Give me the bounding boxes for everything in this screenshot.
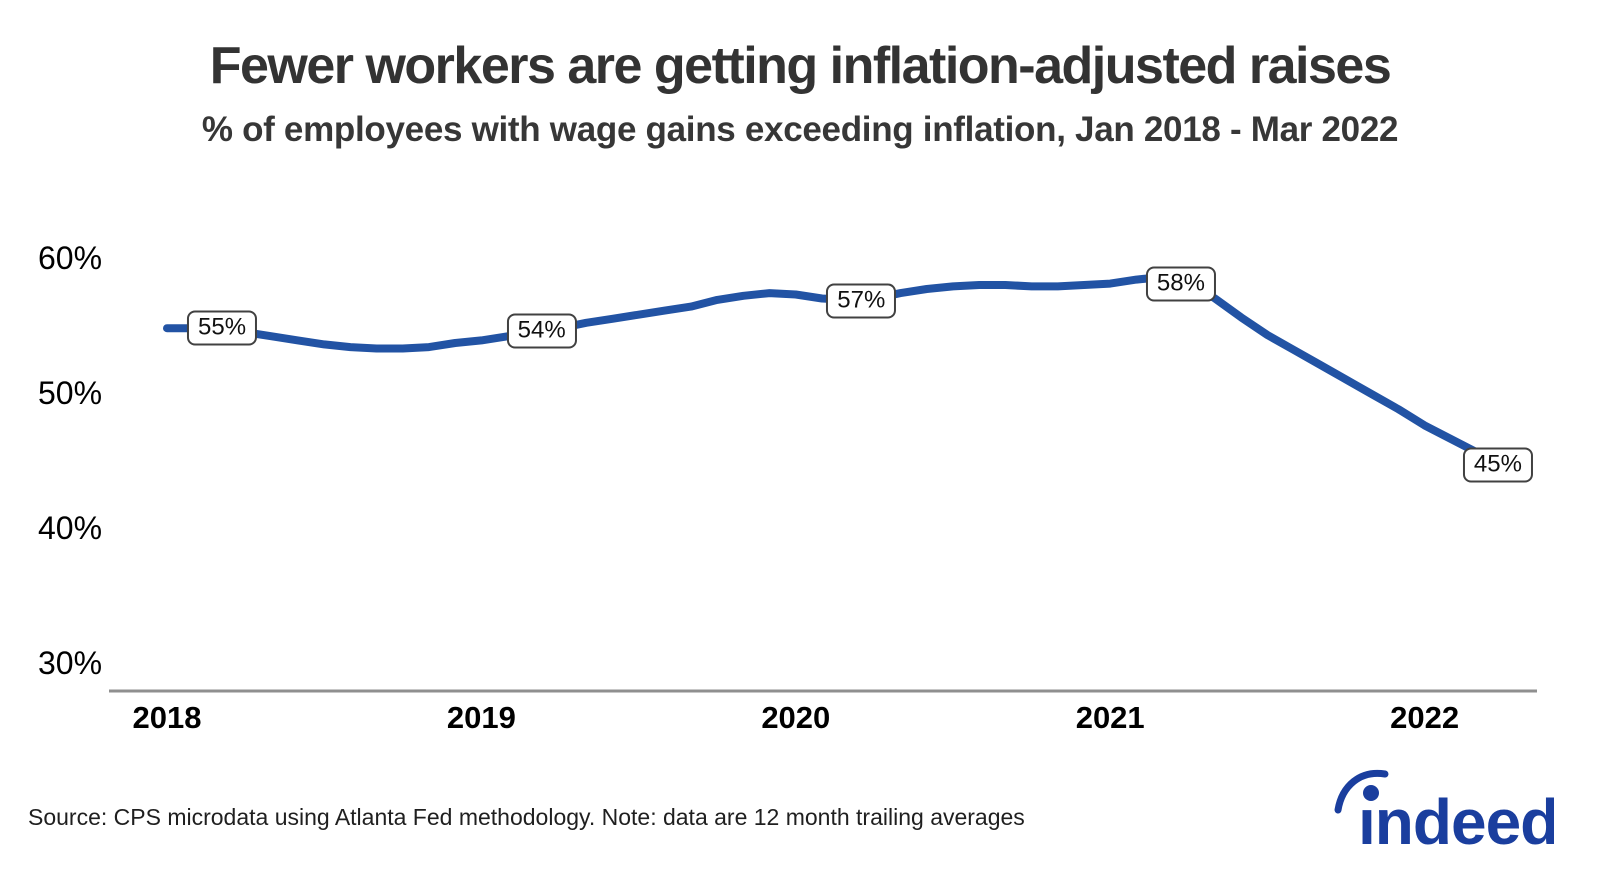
indeed-logo: ındeed [1334, 769, 1554, 856]
indeed-logo-text: ındeed [1358, 786, 1554, 856]
y-tick-60%: 60% [38, 240, 103, 276]
x-tick-2021: 2021 [1075, 700, 1145, 735]
y-tick-50%: 50% [38, 375, 103, 411]
chart-subtitle: % of employees with wage gains exceeding… [201, 110, 1399, 149]
indeed-logo-arc-icon [1334, 769, 1389, 814]
data-label-58%: 58% [1145, 266, 1216, 302]
x-tick-2022: 2022 [1390, 700, 1460, 735]
data-label-57%: 57% [826, 283, 897, 319]
y-tick-30%: 30% [38, 645, 103, 681]
x-tick-2020: 2020 [761, 700, 831, 735]
x-tick-2019: 2019 [446, 700, 516, 735]
data-label-55%: 55% [186, 310, 258, 346]
data-line [163, 272, 1481, 457]
indeed-logo-i-dot-icon [1363, 785, 1379, 801]
data-label-54%: 54% [506, 313, 577, 349]
chart-title: Fewer workers are getting inflation-adju… [209, 37, 1392, 95]
source-note: Source: CPS microdata using Atlanta Fed … [28, 804, 1025, 830]
y-tick-40%: 40% [38, 510, 103, 546]
data-label-45%: 45% [1462, 447, 1533, 483]
x-tick-2018: 2018 [132, 700, 202, 735]
